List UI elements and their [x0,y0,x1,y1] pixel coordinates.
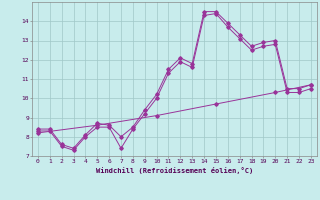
X-axis label: Windchill (Refroidissement éolien,°C): Windchill (Refroidissement éolien,°C) [96,167,253,174]
